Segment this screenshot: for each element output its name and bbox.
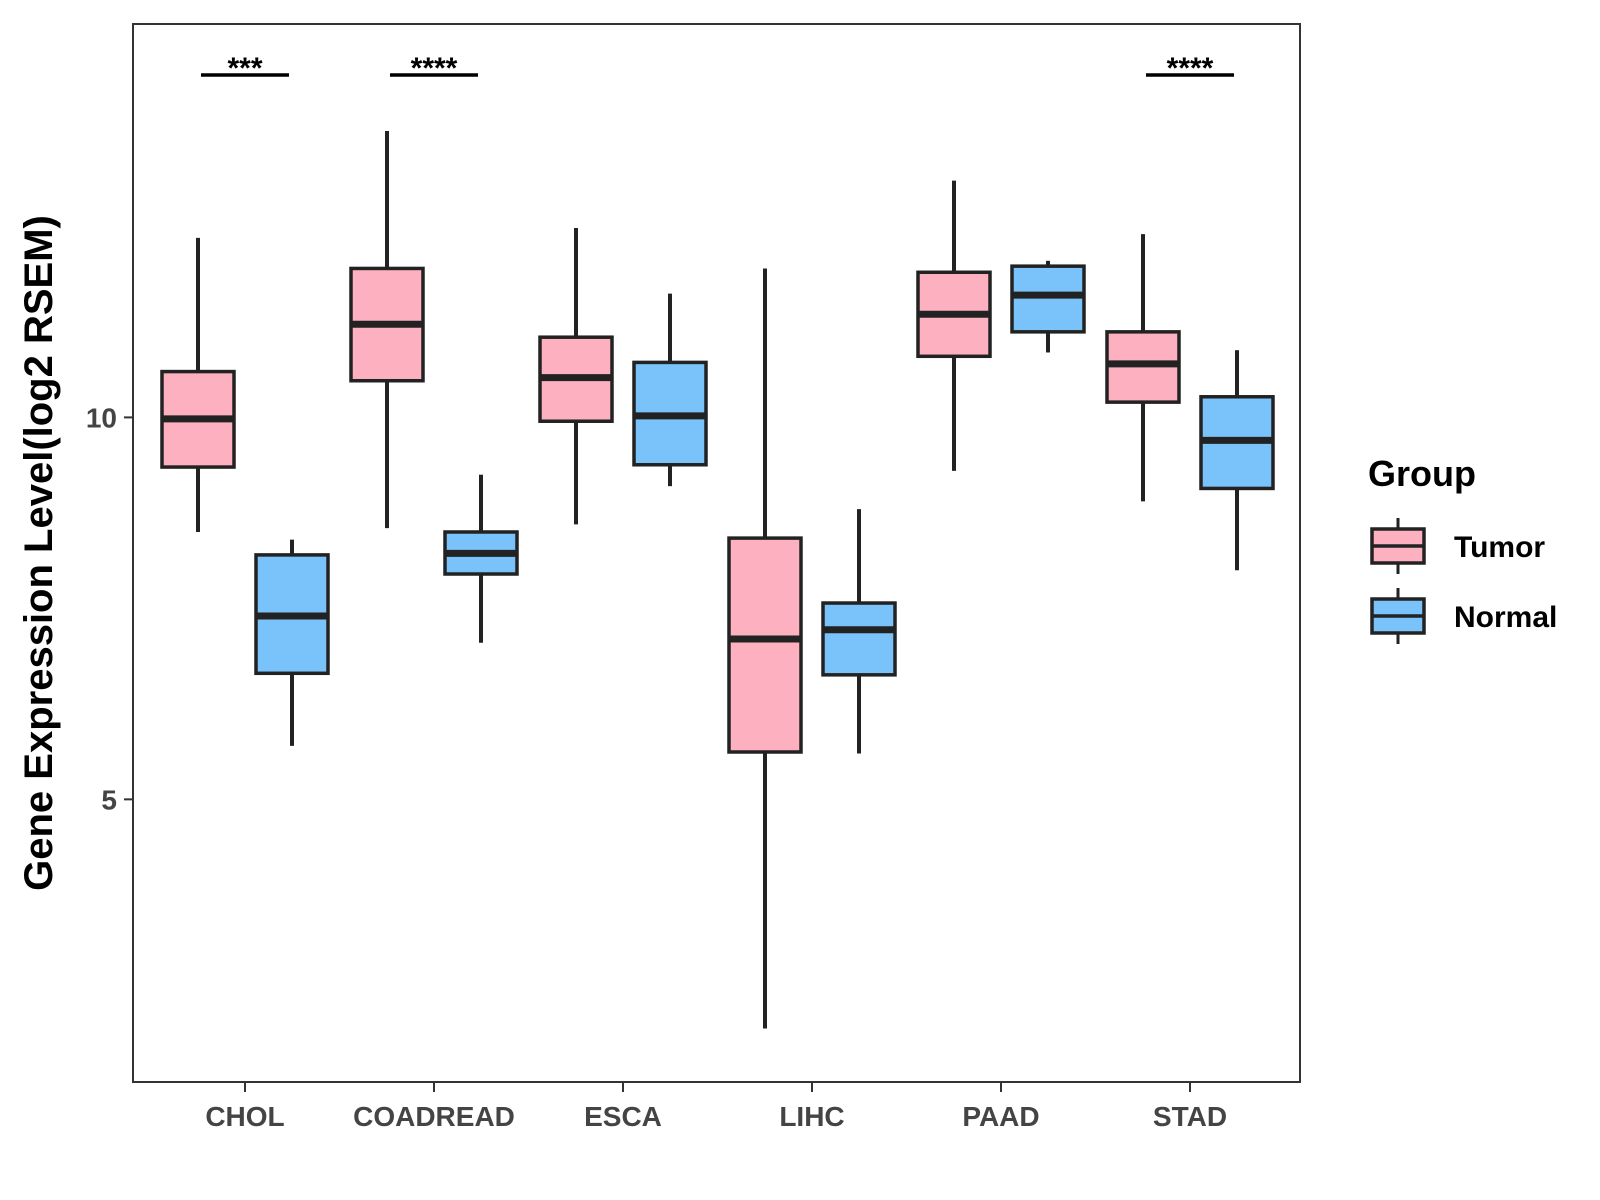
legend-label: Tumor bbox=[1454, 531, 1545, 564]
significance-label: *** bbox=[227, 52, 262, 85]
x-tick-label: ESCA bbox=[584, 1101, 662, 1132]
legend-label: Normal bbox=[1454, 601, 1557, 634]
y-tick-label: 5 bbox=[101, 784, 117, 815]
box-tumor-chol bbox=[160, 237, 236, 532]
box-normal-esca bbox=[632, 293, 708, 487]
x-tick-label: CHOL bbox=[205, 1101, 284, 1132]
x-tick-label: COADREAD bbox=[353, 1101, 515, 1132]
box-normal-stad bbox=[1199, 350, 1275, 571]
box-iqr bbox=[1010, 264, 1086, 334]
legend-title: Group bbox=[1368, 453, 1476, 494]
significance-label: **** bbox=[411, 52, 458, 85]
box-tumor-coadread bbox=[349, 130, 425, 529]
significance-coadread: **** bbox=[390, 52, 478, 85]
boxes-layer bbox=[160, 130, 1275, 1029]
legend-item-normal: Normal bbox=[1370, 588, 1557, 644]
box-tumor-paad bbox=[916, 180, 992, 471]
box-tumor-esca bbox=[538, 227, 614, 525]
significance-label: **** bbox=[1167, 52, 1214, 85]
x-tick-label: STAD bbox=[1153, 1101, 1227, 1132]
significance-chol: *** bbox=[201, 52, 289, 85]
box-tumor-stad bbox=[1105, 234, 1181, 502]
y-axis: 5 10 bbox=[86, 402, 133, 815]
y-axis-label: Gene Expression Level(log2 RSEM) bbox=[17, 215, 61, 891]
y-tick-label: 10 bbox=[86, 402, 117, 433]
box-normal-coadread bbox=[443, 474, 519, 643]
legend: Group Tumor Normal bbox=[1368, 453, 1557, 644]
x-tick-label: PAAD bbox=[962, 1101, 1039, 1132]
legend-item-tumor: Tumor bbox=[1370, 518, 1545, 574]
plot-panel bbox=[132, 23, 1301, 1083]
box-tumor-lihc bbox=[727, 268, 803, 1029]
box-iqr bbox=[821, 601, 897, 677]
significance-annotations: *** **** **** bbox=[201, 52, 1234, 85]
box-iqr bbox=[727, 536, 803, 754]
box-normal-lihc bbox=[821, 509, 897, 754]
box-normal-chol bbox=[254, 539, 330, 746]
x-tick-label: LIHC bbox=[779, 1101, 844, 1132]
x-axis: CHOL COADREAD ESCA LIHC PAAD STAD bbox=[205, 1082, 1227, 1132]
significance-stad: **** bbox=[1146, 52, 1234, 85]
box-normal-paad bbox=[1010, 260, 1086, 353]
